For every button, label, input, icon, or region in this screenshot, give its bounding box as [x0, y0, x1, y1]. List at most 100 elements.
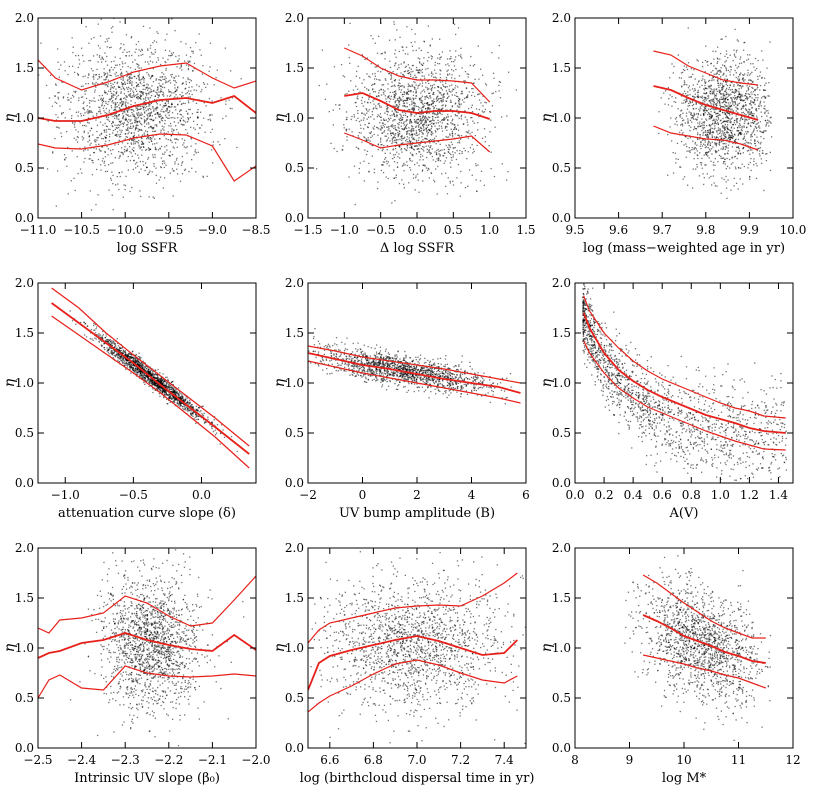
data-point	[155, 149, 157, 151]
data-point	[697, 122, 699, 124]
data-point	[373, 118, 375, 120]
data-point	[433, 83, 435, 86]
data-point	[361, 82, 363, 84]
data-point	[707, 151, 709, 153]
data-point	[96, 130, 98, 133]
data-point	[446, 126, 448, 128]
data-point	[122, 196, 124, 198]
data-point	[121, 104, 123, 107]
data-point	[438, 157, 440, 160]
data-point	[364, 114, 366, 116]
series-line-2	[344, 92, 490, 120]
data-point	[742, 77, 744, 80]
data-point	[749, 109, 751, 111]
data-point	[85, 83, 87, 85]
data-point	[711, 136, 713, 138]
data-point	[454, 114, 456, 116]
data-point	[177, 11, 178, 12]
data-point	[750, 134, 753, 136]
data-point	[122, 115, 125, 117]
data-point	[721, 177, 723, 179]
data-point	[489, 131, 491, 133]
data-point	[410, 41, 412, 44]
data-point	[723, 129, 726, 131]
data-point	[752, 91, 755, 93]
data-point	[450, 108, 452, 110]
data-point	[428, 139, 430, 141]
data-point	[395, 90, 397, 92]
data-point	[728, 128, 730, 131]
data-point	[414, 87, 416, 89]
data-point	[431, 131, 433, 133]
data-point	[410, 147, 413, 149]
data-point	[725, 101, 727, 103]
data-point	[721, 121, 724, 123]
data-point	[435, 72, 437, 74]
data-point	[188, 170, 190, 173]
y-tick-label: 0.0	[15, 211, 34, 225]
data-point	[166, 144, 168, 147]
data-point	[710, 71, 712, 73]
data-point	[146, 93, 148, 95]
data-point	[413, 109, 415, 111]
data-point	[120, 43, 122, 45]
data-point	[745, 141, 748, 143]
data-point	[450, 99, 452, 101]
data-point	[723, 127, 725, 129]
data-point	[736, 90, 738, 92]
data-point	[371, 135, 373, 137]
data-point	[760, 111, 762, 113]
data-point	[343, 127, 345, 129]
data-point	[749, 113, 751, 115]
data-point	[166, 110, 168, 112]
data-point	[371, 155, 373, 157]
data-point	[455, 33, 457, 36]
data-point	[102, 97, 104, 99]
data-point	[103, 100, 105, 103]
data-point	[410, 140, 412, 142]
data-point	[413, 108, 415, 110]
data-point	[736, 49, 738, 51]
data-point	[705, 152, 707, 154]
data-point	[123, 97, 125, 100]
data-point	[176, 146, 178, 148]
data-point	[727, 144, 730, 146]
data-point	[206, 83, 209, 85]
data-point	[387, 97, 389, 99]
data-point	[105, 125, 108, 127]
data-point	[157, 115, 160, 117]
data-point	[413, 149, 415, 151]
data-point	[203, 83, 206, 85]
data-point	[198, 85, 200, 88]
data-point	[715, 151, 717, 153]
data-point	[696, 166, 698, 168]
data-point	[764, 111, 766, 113]
data-point	[105, 134, 108, 136]
data-point	[704, 87, 706, 89]
data-point	[454, 77, 456, 80]
data-point	[170, 54, 172, 57]
data-point	[82, 75, 84, 78]
data-point	[726, 139, 728, 141]
data-point	[429, 129, 431, 132]
data-point	[398, 67, 400, 69]
data-point	[414, 189, 416, 191]
data-point	[406, 133, 408, 135]
data-point	[515, 89, 517, 91]
data-point	[687, 91, 689, 93]
data-point	[155, 113, 157, 115]
data-point	[391, 124, 393, 126]
data-point	[186, 92, 188, 94]
data-point	[718, 73, 720, 76]
data-point	[738, 92, 740, 94]
data-point	[726, 124, 729, 126]
data-point	[411, 134, 414, 136]
data-point	[723, 120, 725, 122]
data-point	[743, 137, 746, 139]
data-point	[421, 136, 423, 138]
data-point	[710, 62, 712, 64]
data-point	[765, 130, 767, 132]
data-point	[403, 99, 406, 101]
data-point	[373, 103, 375, 105]
data-point	[385, 140, 388, 142]
